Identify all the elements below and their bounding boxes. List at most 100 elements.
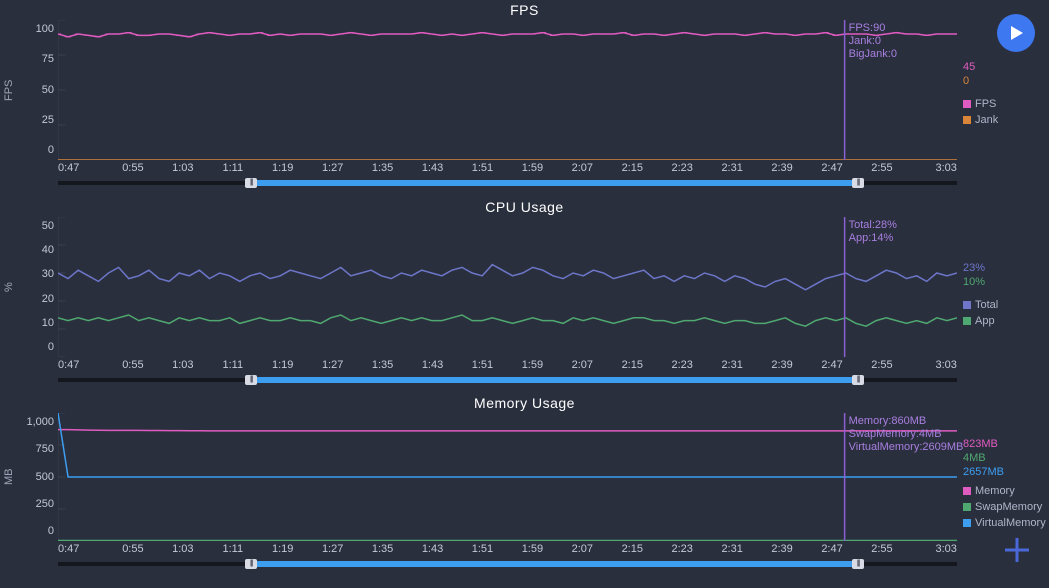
- legend-label: VirtualMemory: [975, 515, 1046, 531]
- legend-label: Memory: [975, 483, 1015, 499]
- x-tick: 0:55: [108, 162, 158, 174]
- legend-label: App: [975, 313, 995, 329]
- y-tick: 50: [42, 85, 54, 96]
- scrub-handle-left[interactable]: |||: [245, 375, 257, 385]
- x-tick: 2:47: [807, 543, 857, 555]
- cpu-title: CPU Usage: [0, 197, 1049, 217]
- x-tick: 1:59: [507, 359, 557, 371]
- series-line: [58, 413, 957, 477]
- cpu-scrub[interactable]: ||| |||: [58, 375, 957, 385]
- x-tick: 3:03: [907, 359, 957, 371]
- legend-item[interactable]: VirtualMemory: [963, 515, 1047, 531]
- series-line: [58, 430, 957, 431]
- x-tick: 1:51: [458, 162, 508, 174]
- y-tick: 1,000: [26, 417, 54, 428]
- scrub-handle-right[interactable]: |||: [852, 375, 864, 385]
- y-tick: 50: [42, 221, 54, 232]
- y-tick: 10: [42, 318, 54, 329]
- x-tick: 1:43: [408, 359, 458, 371]
- x-tick: 1:19: [258, 162, 308, 174]
- x-tick: 1:11: [208, 543, 258, 555]
- scrub-range[interactable]: [251, 377, 858, 383]
- current-value: 2657MB: [963, 465, 1047, 479]
- mem-legend: 823MB4MB2657MB MemorySwapMemoryVirtualMe…: [957, 413, 1049, 541]
- x-tick: 1:35: [358, 162, 408, 174]
- fps-title: FPS: [0, 0, 1049, 20]
- legend-item[interactable]: App: [963, 313, 1047, 329]
- play-button[interactable]: [997, 14, 1035, 52]
- legend-swatch: [963, 487, 971, 495]
- add-button[interactable]: [999, 532, 1035, 568]
- fps-y-label: FPS: [0, 20, 18, 160]
- cpu-y-label: %: [0, 217, 18, 357]
- mem-plot[interactable]: Memory:860MBSwapMemory:4MBVirtualMemory:…: [58, 413, 957, 541]
- y-tick: 0: [48, 145, 54, 156]
- x-tick: 2:15: [607, 359, 657, 371]
- x-tick: 2:07: [557, 359, 607, 371]
- legend-swatch: [963, 100, 971, 108]
- current-value: 23%: [963, 261, 1047, 275]
- mem-y-ticks: 1,000 750 500 250 0: [18, 413, 58, 541]
- x-axis-ticks: 0:470:551:031:111:191:271:351:431:511:59…: [58, 541, 957, 555]
- legend-item[interactable]: Memory: [963, 483, 1047, 499]
- scrub-handle-right[interactable]: |||: [852, 178, 864, 188]
- legend-label: FPS: [975, 96, 996, 112]
- y-tick: 500: [36, 472, 54, 483]
- legend-label: SwapMemory: [975, 499, 1042, 515]
- legend-label: Total: [975, 297, 998, 313]
- mem-y-label: MB: [0, 413, 18, 541]
- x-tick: 1:03: [158, 162, 208, 174]
- fps-scrub[interactable]: ||| |||: [58, 178, 957, 188]
- x-tick: 2:15: [607, 162, 657, 174]
- current-value: 823MB: [963, 437, 1047, 451]
- x-tick: 2:39: [757, 162, 807, 174]
- x-tick: 2:15: [607, 543, 657, 555]
- scrub-range[interactable]: [251, 561, 858, 567]
- x-tick: 1:35: [358, 543, 408, 555]
- y-tick: 250: [36, 499, 54, 510]
- x-axis-ticks: 0:470:551:031:111:191:271:351:431:511:59…: [58, 160, 957, 174]
- legend-item[interactable]: SwapMemory: [963, 499, 1047, 515]
- x-tick: 1:03: [158, 359, 208, 371]
- scrub-handle-right[interactable]: |||: [852, 559, 864, 569]
- x-tick: 0:47: [58, 162, 108, 174]
- y-tick: 40: [42, 245, 54, 256]
- x-tick: 1:19: [258, 359, 308, 371]
- x-tick: 1:35: [358, 359, 408, 371]
- x-tick: 3:03: [907, 162, 957, 174]
- legend-item[interactable]: Total: [963, 297, 1047, 313]
- scrub-range[interactable]: [251, 180, 858, 186]
- x-tick: 2:55: [857, 359, 907, 371]
- current-value: 10%: [963, 275, 1047, 289]
- fps-y-ticks: 1007550250: [18, 20, 58, 160]
- x-tick: 1:11: [208, 162, 258, 174]
- fps-plot[interactable]: FPS:90Jank:0BigJank:0: [58, 20, 957, 160]
- legend-swatch: [963, 503, 971, 511]
- x-tick: 3:03: [907, 543, 957, 555]
- legend-item[interactable]: FPS: [963, 96, 1047, 112]
- x-tick: 2:31: [707, 162, 757, 174]
- x-tick: 0:55: [108, 359, 158, 371]
- y-tick: 750: [36, 444, 54, 455]
- legend-swatch: [963, 317, 971, 325]
- x-tick: 2:31: [707, 543, 757, 555]
- scrub-handle-left[interactable]: |||: [245, 178, 257, 188]
- x-tick: 2:55: [857, 162, 907, 174]
- x-tick: 2:23: [657, 162, 707, 174]
- y-tick: 0: [48, 526, 54, 537]
- x-tick: 2:23: [657, 359, 707, 371]
- x-tick: 2:39: [757, 543, 807, 555]
- x-tick: 1:27: [308, 543, 358, 555]
- cpu-plot[interactable]: Total:28%App:14%: [58, 217, 957, 357]
- x-tick: 1:59: [507, 543, 557, 555]
- mem-scrub[interactable]: ||| |||: [58, 559, 957, 569]
- y-tick: 100: [36, 24, 54, 35]
- x-tick: 1:19: [258, 543, 308, 555]
- cpu-legend: 23%10% TotalApp: [957, 217, 1049, 357]
- x-tick: 0:47: [58, 543, 108, 555]
- x-tick: 2:47: [807, 359, 857, 371]
- scrub-handle-left[interactable]: |||: [245, 559, 257, 569]
- legend-item[interactable]: Jank: [963, 112, 1047, 128]
- plus-icon: [1002, 535, 1032, 565]
- x-tick: 1:43: [408, 162, 458, 174]
